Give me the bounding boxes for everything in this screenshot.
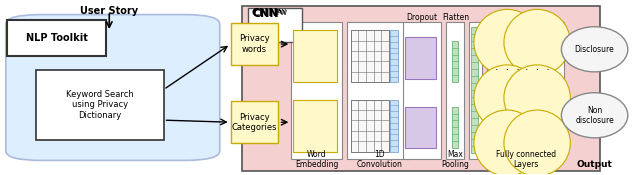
Text: Disclosure: Disclosure [575, 45, 614, 54]
Text: Privacy
words: Privacy words [239, 34, 270, 54]
Text: 1D
Convolution: 1D Convolution [356, 150, 403, 169]
Text: Non
disclosure: Non disclosure [575, 106, 614, 125]
Ellipse shape [504, 110, 570, 175]
Text: PW: PW [276, 10, 287, 16]
FancyBboxPatch shape [487, 22, 564, 159]
FancyBboxPatch shape [390, 30, 398, 82]
FancyBboxPatch shape [242, 6, 600, 171]
FancyBboxPatch shape [390, 100, 398, 152]
Text: CNN: CNN [251, 8, 278, 18]
Text: ·  ·  ·: · · · [495, 65, 520, 75]
FancyBboxPatch shape [351, 100, 389, 152]
Text: CNN: CNN [252, 9, 279, 19]
Ellipse shape [561, 27, 628, 72]
Ellipse shape [561, 93, 628, 138]
Text: Privacy
Categories: Privacy Categories [232, 113, 277, 132]
Text: User Story: User Story [80, 6, 138, 16]
Ellipse shape [474, 9, 540, 75]
FancyBboxPatch shape [7, 20, 106, 56]
FancyBboxPatch shape [230, 101, 278, 143]
FancyBboxPatch shape [36, 70, 164, 140]
Text: ·  ·  ·: · · · [525, 65, 550, 75]
Ellipse shape [474, 110, 540, 175]
FancyBboxPatch shape [452, 41, 458, 82]
Text: NLP Toolkit: NLP Toolkit [26, 33, 88, 43]
FancyBboxPatch shape [293, 30, 337, 82]
Ellipse shape [504, 65, 570, 131]
Text: Max
Pooling: Max Pooling [442, 150, 469, 169]
FancyBboxPatch shape [471, 27, 477, 153]
FancyBboxPatch shape [469, 22, 482, 159]
FancyBboxPatch shape [291, 22, 342, 159]
Text: Fully connected
Layers: Fully connected Layers [495, 150, 556, 169]
FancyBboxPatch shape [452, 107, 458, 148]
FancyBboxPatch shape [405, 107, 436, 148]
Text: Dropout: Dropout [406, 13, 438, 22]
Ellipse shape [474, 65, 540, 131]
Text: Flatten: Flatten [442, 13, 469, 22]
FancyBboxPatch shape [447, 22, 465, 159]
Ellipse shape [504, 9, 570, 75]
FancyBboxPatch shape [351, 30, 389, 82]
FancyBboxPatch shape [405, 37, 436, 79]
FancyBboxPatch shape [6, 15, 220, 160]
Text: Output: Output [577, 160, 612, 169]
Text: Word
Embedding: Word Embedding [295, 150, 339, 169]
FancyBboxPatch shape [293, 100, 337, 152]
Text: Keyword Search
using Privacy
Dictionary: Keyword Search using Privacy Dictionary [66, 90, 134, 120]
FancyBboxPatch shape [403, 22, 442, 159]
FancyBboxPatch shape [248, 8, 302, 42]
FancyBboxPatch shape [348, 22, 412, 159]
Text: PW: PW [275, 9, 286, 15]
FancyBboxPatch shape [230, 23, 278, 65]
